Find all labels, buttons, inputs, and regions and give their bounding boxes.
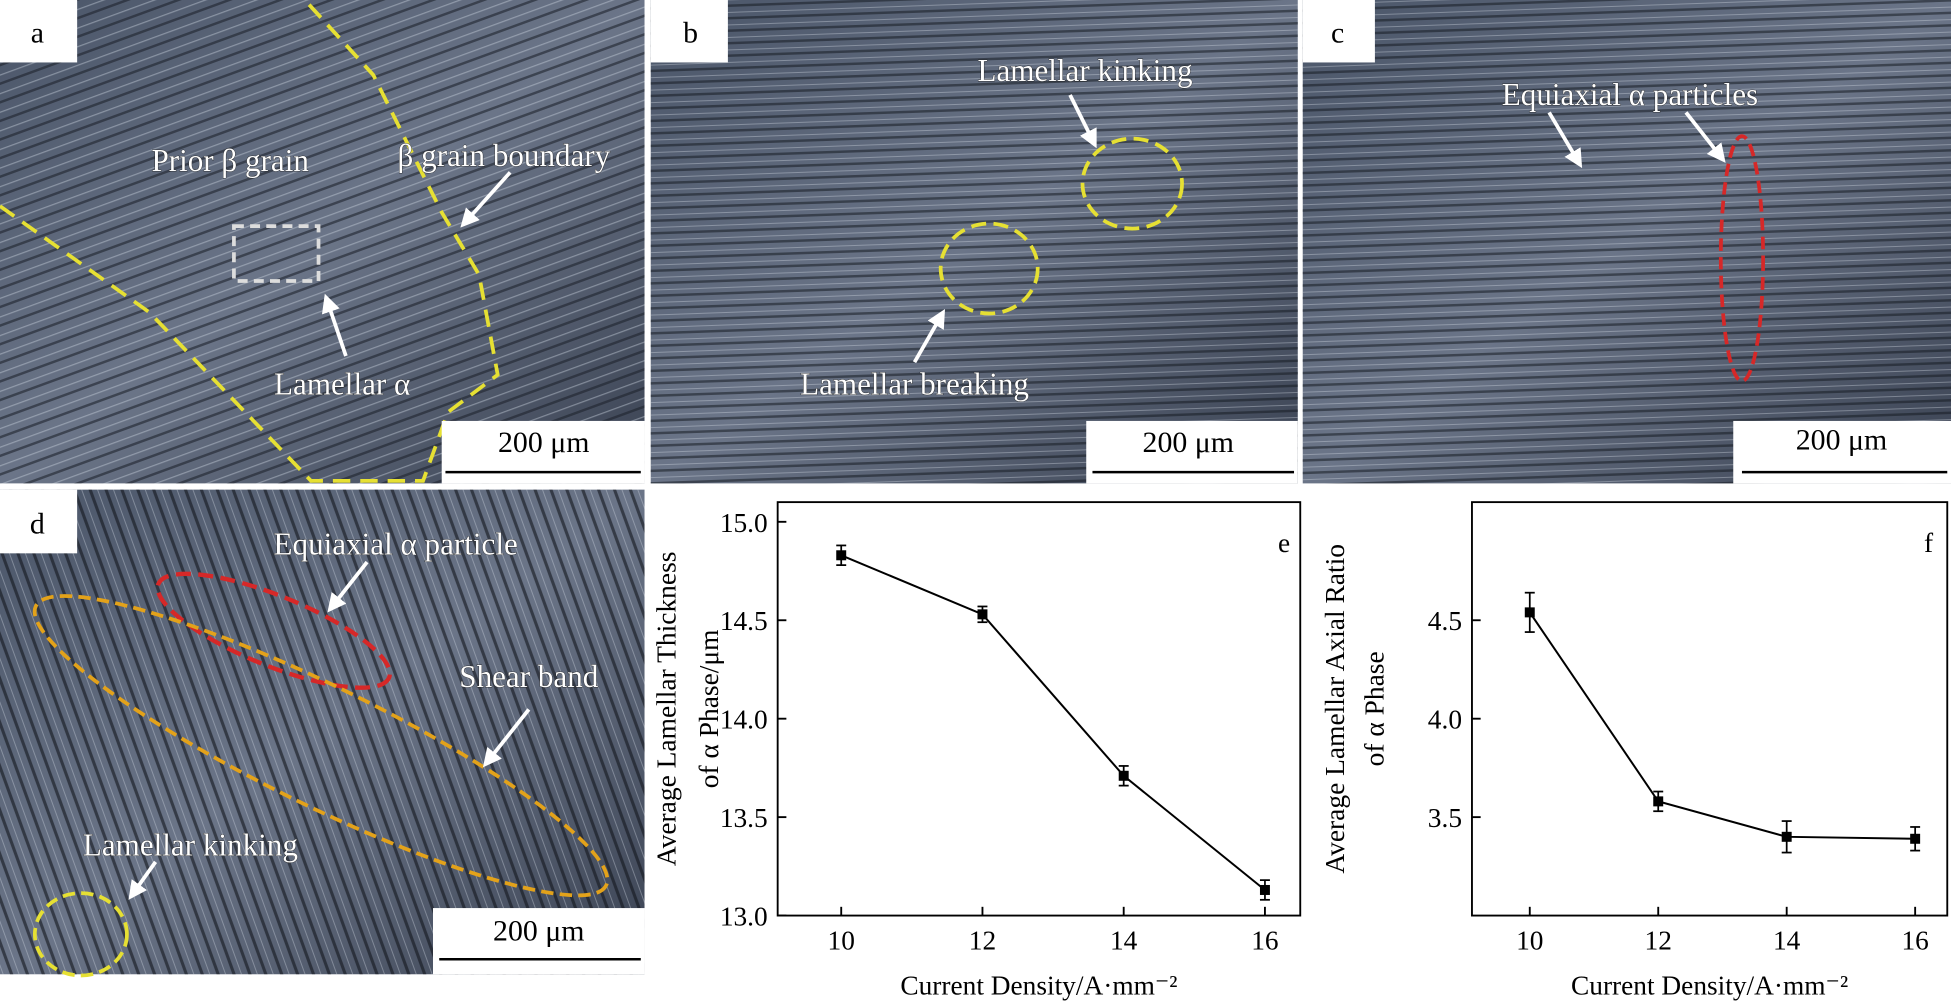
series-line <box>1528 611 1916 840</box>
panel-label: c <box>1331 16 1344 49</box>
x-tick-label: 16 <box>1251 925 1278 955</box>
panel-label: e <box>1278 528 1290 558</box>
data-point <box>1910 833 1921 844</box>
scale-bar-label: 200 μm <box>498 426 589 459</box>
data-point <box>1524 607 1535 618</box>
x-axis-label: Current Density/A·mm⁻² <box>1571 970 1848 1000</box>
annotation: Lamellar breaking <box>800 367 1029 402</box>
panel-label: b <box>683 16 698 49</box>
x-tick-label: 10 <box>1516 925 1543 955</box>
y-tick-label: 4.5 <box>1428 606 1462 636</box>
y-tick-label: 13.5 <box>720 803 768 833</box>
y-tick-label: 13.0 <box>720 902 768 932</box>
annotation: Equiaxial α particles <box>1502 77 1758 112</box>
y-tick-label: 14.0 <box>720 705 768 735</box>
scale-bar-label: 200 μm <box>493 914 584 947</box>
data-point <box>1781 831 1792 842</box>
annotation: Shear band <box>459 659 598 694</box>
micrograph-a: a Prior β grain β grain boundary Lamella… <box>0 0 645 484</box>
annotation: Lamellar α <box>274 367 410 402</box>
y-axis-label: Average Lamellar Thickness <box>652 552 682 867</box>
y-axis-label: of α Phase <box>1360 651 1390 766</box>
x-axis-label: Current Density/A·mm⁻² <box>900 970 1177 1000</box>
y-axis-label: Average Lamellar Axial Ratio <box>1320 544 1350 874</box>
x-tick-label: 14 <box>1110 925 1138 955</box>
data-point <box>1259 884 1270 895</box>
annotation: Equiaxial α particle <box>274 527 518 562</box>
panel-label: d <box>30 507 45 540</box>
annotation: Lamellar kinking <box>83 828 298 863</box>
x-tick-label: 10 <box>828 925 855 955</box>
data-point <box>1653 796 1664 807</box>
series-line <box>840 554 1266 891</box>
data-point <box>836 550 847 561</box>
scale-bar-label: 200 μm <box>1143 426 1234 459</box>
data-point <box>977 609 988 620</box>
micrograph-c: c Equiaxial α particles 200 μm <box>1302 0 1951 484</box>
x-tick-label: 14 <box>1773 925 1801 955</box>
x-tick-label: 16 <box>1901 925 1928 955</box>
micrograph-d: d Equiaxial α particle Shear band Lamell… <box>0 489 645 978</box>
annotation: β grain boundary <box>398 138 611 173</box>
y-tick-label: 14.5 <box>720 606 768 636</box>
panel-label: f <box>1924 528 1934 558</box>
scale-bar-label: 200 μm <box>1796 424 1887 457</box>
y-axis-label: of α Phase/μm <box>694 629 724 788</box>
panel-label: a <box>31 16 44 49</box>
micrograph-b: b Lamellar kinking Lamellar breaking 200… <box>650 0 1298 484</box>
x-tick-label: 12 <box>969 925 996 955</box>
plot-frame <box>1471 501 1949 917</box>
y-tick-label: 3.5 <box>1428 803 1462 833</box>
annotation: Lamellar kinking <box>977 53 1192 88</box>
plot-frame <box>776 501 1302 917</box>
data-point <box>1118 770 1129 781</box>
annotation: Prior β grain <box>151 143 309 178</box>
y-tick-label: 15.0 <box>720 508 768 538</box>
x-tick-label: 12 <box>1645 925 1672 955</box>
y-tick-label: 4.0 <box>1428 705 1462 735</box>
